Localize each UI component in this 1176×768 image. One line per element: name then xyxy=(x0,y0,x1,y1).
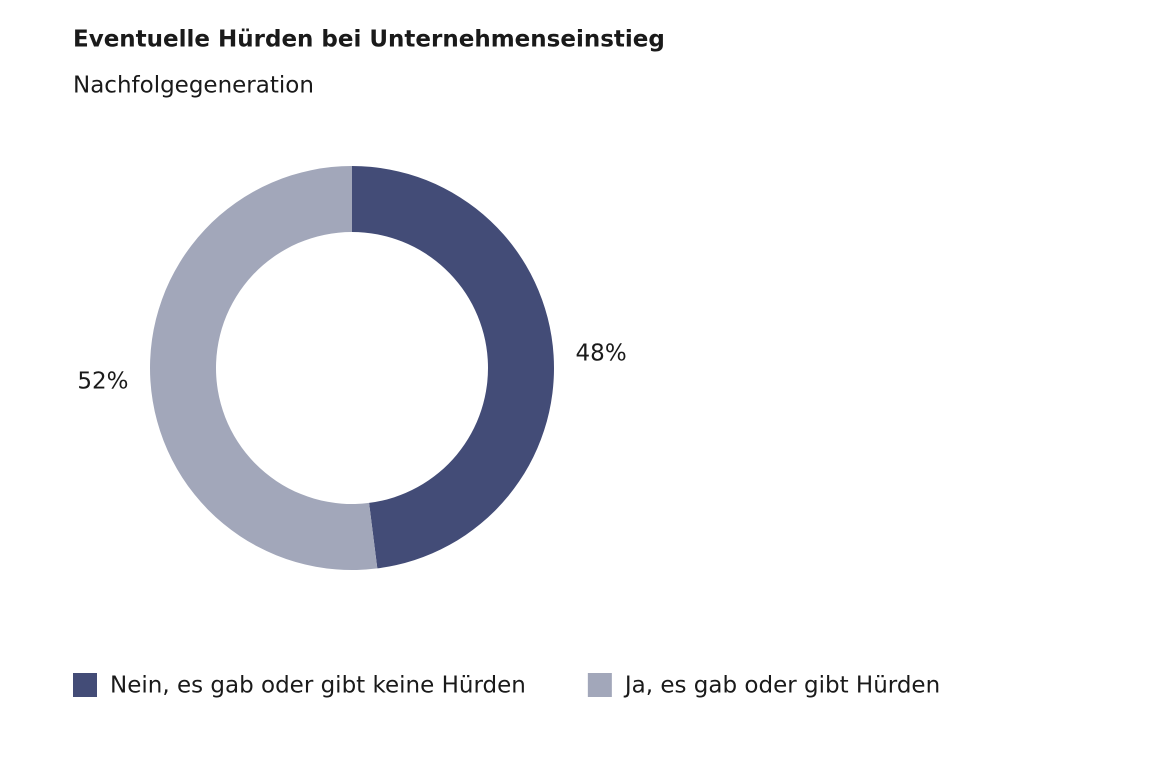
legend-swatch xyxy=(587,673,612,697)
donut-slice xyxy=(352,166,555,569)
value-label: 52% xyxy=(77,369,128,395)
legend-swatch xyxy=(73,673,97,697)
chart-title: Eventuelle Hürden bei Unternehmenseinsti… xyxy=(73,27,665,53)
legend-label: Nein, es gab oder gibt keine Hürden xyxy=(110,673,526,699)
legend-label: Ja, es gab oder gibt Hürden xyxy=(623,673,940,699)
donut-slice xyxy=(150,166,378,570)
chart-subtitle: Nachfolgegeneration xyxy=(73,73,314,99)
value-label: 48% xyxy=(576,340,627,366)
